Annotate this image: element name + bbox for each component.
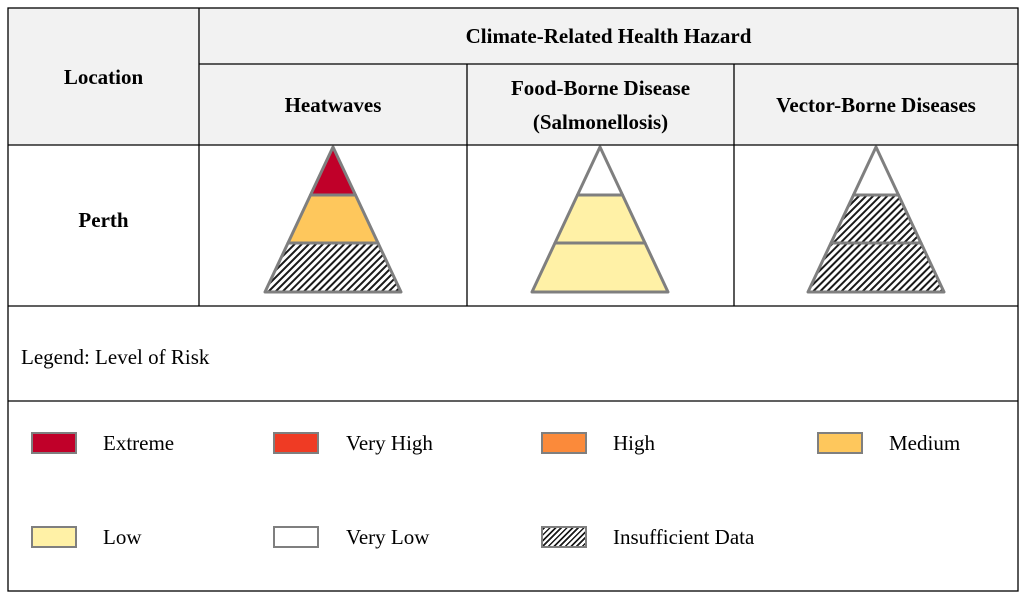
pyramid-vector-borne-diseases-bottom-tier [806,241,946,294]
legend-label-very-high: Very High [346,431,433,455]
legend-label-low: Low [103,525,142,549]
column-header-vector-borne: Vector-Borne Diseases [776,92,976,117]
legend-swatch-extreme [31,432,77,454]
pyramid-heatwaves-middle-tier [286,193,380,245]
pyramid-food-borne-disease-salmonellosis-middle-tier [553,193,647,245]
legend-swatch-very-low [273,526,319,548]
risk-pyramids [263,145,946,294]
legend-swatch-high [541,432,587,454]
location-header: Location [63,64,144,89]
column-header-food-borne-line2: (Salmonellosis) [532,109,669,134]
legend-label-medium: Medium [889,431,961,455]
pyramid-vector-borne-diseases-top-tier [851,145,901,197]
legend-swatch-very-high [273,432,319,454]
legend-title: Legend: Level of Risk [21,345,210,369]
hazard-group-header: Climate-Related Health Hazard [465,24,752,48]
legend-label-high: High [613,431,655,455]
legend-label-extreme: Extreme [103,431,175,455]
column-header-food-borne-line1: Food-Borne Disease [510,75,691,100]
column-header-heatwaves: Heatwaves [284,92,382,117]
legend-label-insufficient-data: Insufficient Data [613,525,755,549]
pyramid-food-borne-disease-salmonellosis-bottom-tier [530,241,670,294]
pyramid-heatwaves-top-tier [308,145,358,197]
pyramid-vector-borne-diseases-middle-tier [829,193,923,245]
pyramid-food-borne-disease-salmonellosis-top-tier [575,145,625,197]
legend-label-very-low: Very Low [346,525,430,549]
pyramid-heatwaves-bottom-tier [263,241,403,294]
legend-swatch-low [31,526,77,548]
legend-swatch-insufficient-data [541,526,587,548]
row-location-perth: Perth [78,208,129,232]
legend-swatch-medium [817,432,863,454]
column-header-food-borne: Food-Borne Disease (Salmonellosis) [467,64,734,145]
